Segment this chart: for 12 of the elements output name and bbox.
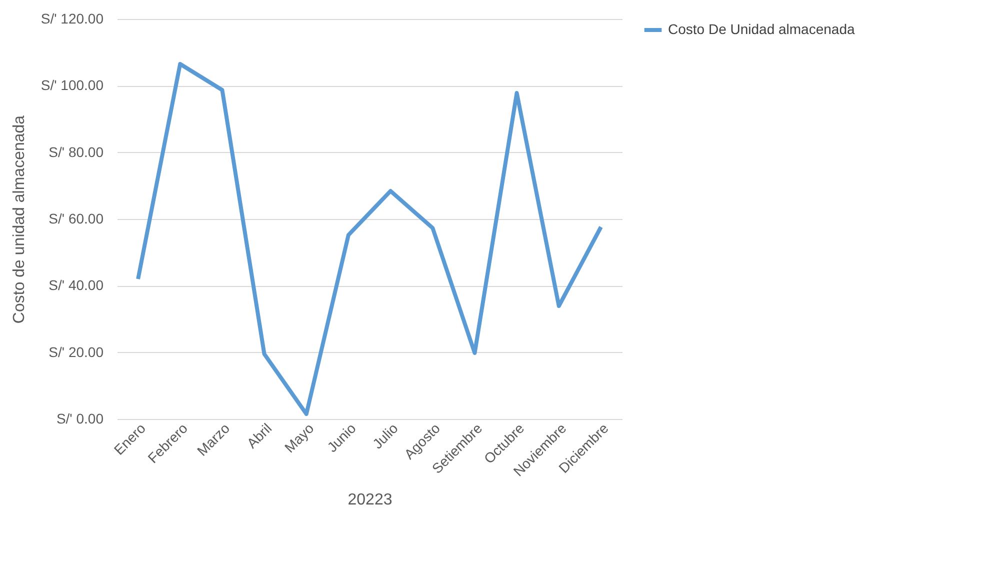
y-tick-label: S/' 120.00 — [40, 10, 104, 26]
y-tick-label: S/' 40.00 — [48, 277, 104, 294]
legend-label: Costo De Unidad almacenada — [668, 21, 855, 37]
x-tick-label: Julio — [369, 420, 402, 452]
y-tick-label: S/' 0.00 — [56, 410, 104, 426]
y-tick-label: S/' 100.00 — [40, 77, 104, 94]
y-axis-title: Costo de unidad almacenada — [10, 115, 28, 324]
x-axis-title: 20223 — [348, 491, 392, 508]
y-tick-label: S/' 20.00 — [48, 344, 104, 360]
y-tick-label: S/' 80.00 — [48, 144, 104, 160]
line-series — [136, 62, 603, 416]
y-tick-label: S/' 60.00 — [48, 210, 104, 226]
